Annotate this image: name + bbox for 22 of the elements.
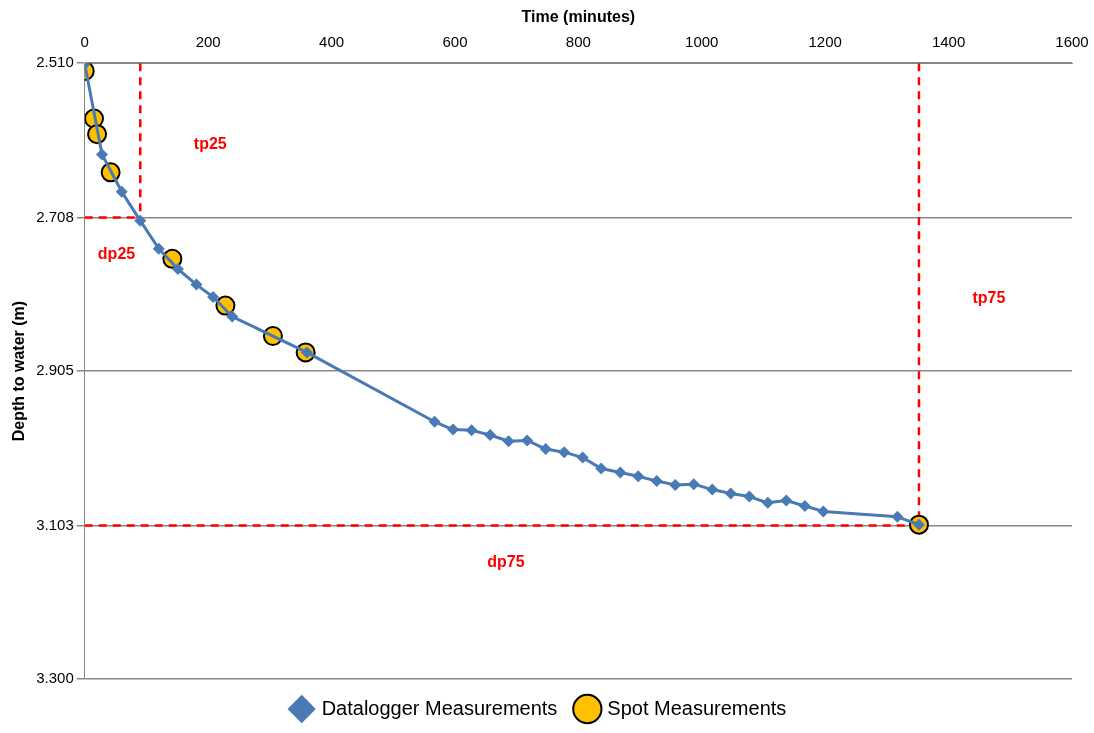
legend-label: Datalogger Measurements (321, 696, 558, 719)
x-tick-label: 200 (195, 33, 221, 51)
x-axis-title: Time (minutes) (521, 8, 636, 26)
annotation: dp25 (97, 244, 136, 262)
x-tick-label: 1400 (931, 33, 966, 51)
legend-label: Spot Measurements (607, 696, 787, 719)
x-tick-label: 600 (442, 33, 468, 51)
x-tick-label: 1600 (1055, 33, 1089, 51)
y-tick-label: 3.300 (36, 669, 74, 687)
y-tick-label: 2.905 (36, 361, 74, 379)
y-tick-label: 2.510 (36, 53, 74, 71)
x-tick-label: 1200 (808, 33, 842, 51)
annotation: tp75 (972, 288, 1006, 306)
annotation: dp75 (487, 552, 525, 570)
x-tick-label: 1000 (685, 33, 719, 51)
annotation: tp25 (193, 134, 227, 152)
x-tick-label: 400 (319, 33, 345, 51)
y-axis-title: Depth to water (m) (10, 300, 28, 442)
y-tick-label: 3.103 (36, 515, 74, 533)
x-tick-label: 0 (80, 33, 89, 51)
x-tick-label: 800 (565, 33, 591, 51)
y-tick-label: 2.708 (36, 207, 74, 225)
